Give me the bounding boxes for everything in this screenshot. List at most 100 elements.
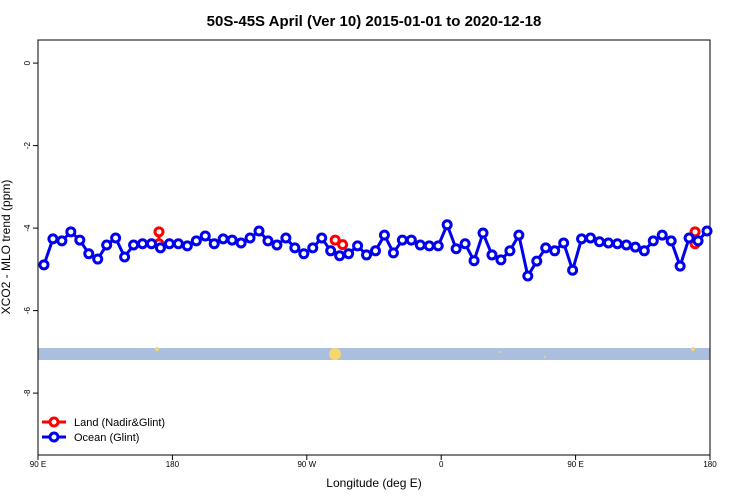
x-tick-label: 180 [166, 460, 180, 469]
point [119, 251, 131, 263]
point [459, 238, 471, 250]
point [208, 238, 220, 250]
legend-label: Land (Nadir&Glint) [74, 417, 165, 429]
point [101, 239, 113, 251]
point [145, 238, 157, 250]
point [325, 245, 337, 257]
point [137, 238, 149, 250]
point [468, 255, 480, 267]
point [593, 236, 605, 248]
point [486, 249, 498, 261]
point [253, 225, 265, 237]
point [522, 270, 534, 282]
y-tick-label: -8 [23, 389, 32, 397]
point [638, 245, 650, 257]
y-tick-label: 0 [23, 60, 32, 65]
point [154, 242, 166, 254]
point [477, 227, 489, 239]
point [504, 245, 516, 257]
point [280, 232, 292, 244]
map-strip [38, 348, 710, 360]
point [74, 234, 86, 246]
point [665, 235, 677, 247]
y-axis-label: XCO2 - MLO trend (ppm) [0, 180, 13, 315]
point [199, 230, 211, 242]
point [47, 233, 59, 245]
y-tick-label: -2 [23, 142, 32, 150]
point [190, 235, 202, 247]
point [513, 229, 525, 241]
point [602, 237, 614, 249]
point [689, 226, 701, 238]
point [441, 219, 453, 231]
point [674, 260, 686, 272]
legend-label: Ocean (Glint) [74, 432, 139, 444]
point [414, 239, 426, 251]
point [163, 238, 175, 250]
point [683, 232, 695, 244]
point [262, 235, 274, 247]
point [244, 232, 256, 244]
point [656, 229, 668, 241]
point [423, 240, 435, 252]
point [567, 264, 579, 276]
point [83, 248, 95, 260]
point [629, 241, 641, 253]
plot-frame [37, 39, 711, 456]
point [540, 242, 552, 254]
point [701, 225, 713, 237]
x-axis-label: Longitude (deg E) [326, 476, 421, 490]
point [692, 235, 704, 247]
point [289, 242, 301, 254]
point [217, 233, 229, 245]
point [334, 250, 346, 262]
point [576, 233, 588, 245]
y-tick-label: -4 [23, 224, 32, 232]
point [531, 255, 543, 267]
point [271, 239, 283, 251]
point [329, 234, 341, 246]
point [611, 238, 623, 250]
point [549, 245, 561, 257]
point [153, 226, 165, 238]
point [432, 240, 444, 252]
point [172, 238, 184, 250]
x-tick-label: 90 E [567, 460, 583, 469]
point [378, 229, 390, 241]
x-tick-label: 90 W [297, 460, 316, 469]
point [647, 235, 659, 247]
land-dots [155, 347, 695, 360]
point [361, 249, 373, 261]
point [343, 248, 355, 260]
point [235, 237, 247, 249]
x-tick-label: 90 E [30, 460, 46, 469]
x-tick-label: 0 [439, 460, 444, 469]
point [38, 259, 50, 271]
point [352, 240, 364, 252]
point [92, 253, 104, 265]
point [337, 239, 349, 251]
point [226, 234, 238, 246]
point [450, 243, 462, 255]
point [65, 226, 77, 238]
point [387, 247, 399, 259]
point [405, 234, 417, 246]
point [396, 234, 408, 246]
point [298, 248, 310, 260]
point [110, 232, 122, 244]
legend-marker [48, 431, 60, 443]
point [369, 245, 381, 257]
point [620, 239, 632, 251]
point [558, 237, 570, 249]
point [307, 242, 319, 254]
point [316, 232, 328, 244]
y-tick-label: -6 [23, 307, 32, 315]
point [128, 239, 140, 251]
point [56, 235, 68, 247]
point [495, 254, 507, 266]
x-tick-label: 180 [703, 460, 717, 469]
point [181, 240, 193, 252]
chart-title: 50S-45S April (Ver 10) 2015-01-01 to 202… [207, 13, 542, 30]
point [585, 232, 597, 244]
